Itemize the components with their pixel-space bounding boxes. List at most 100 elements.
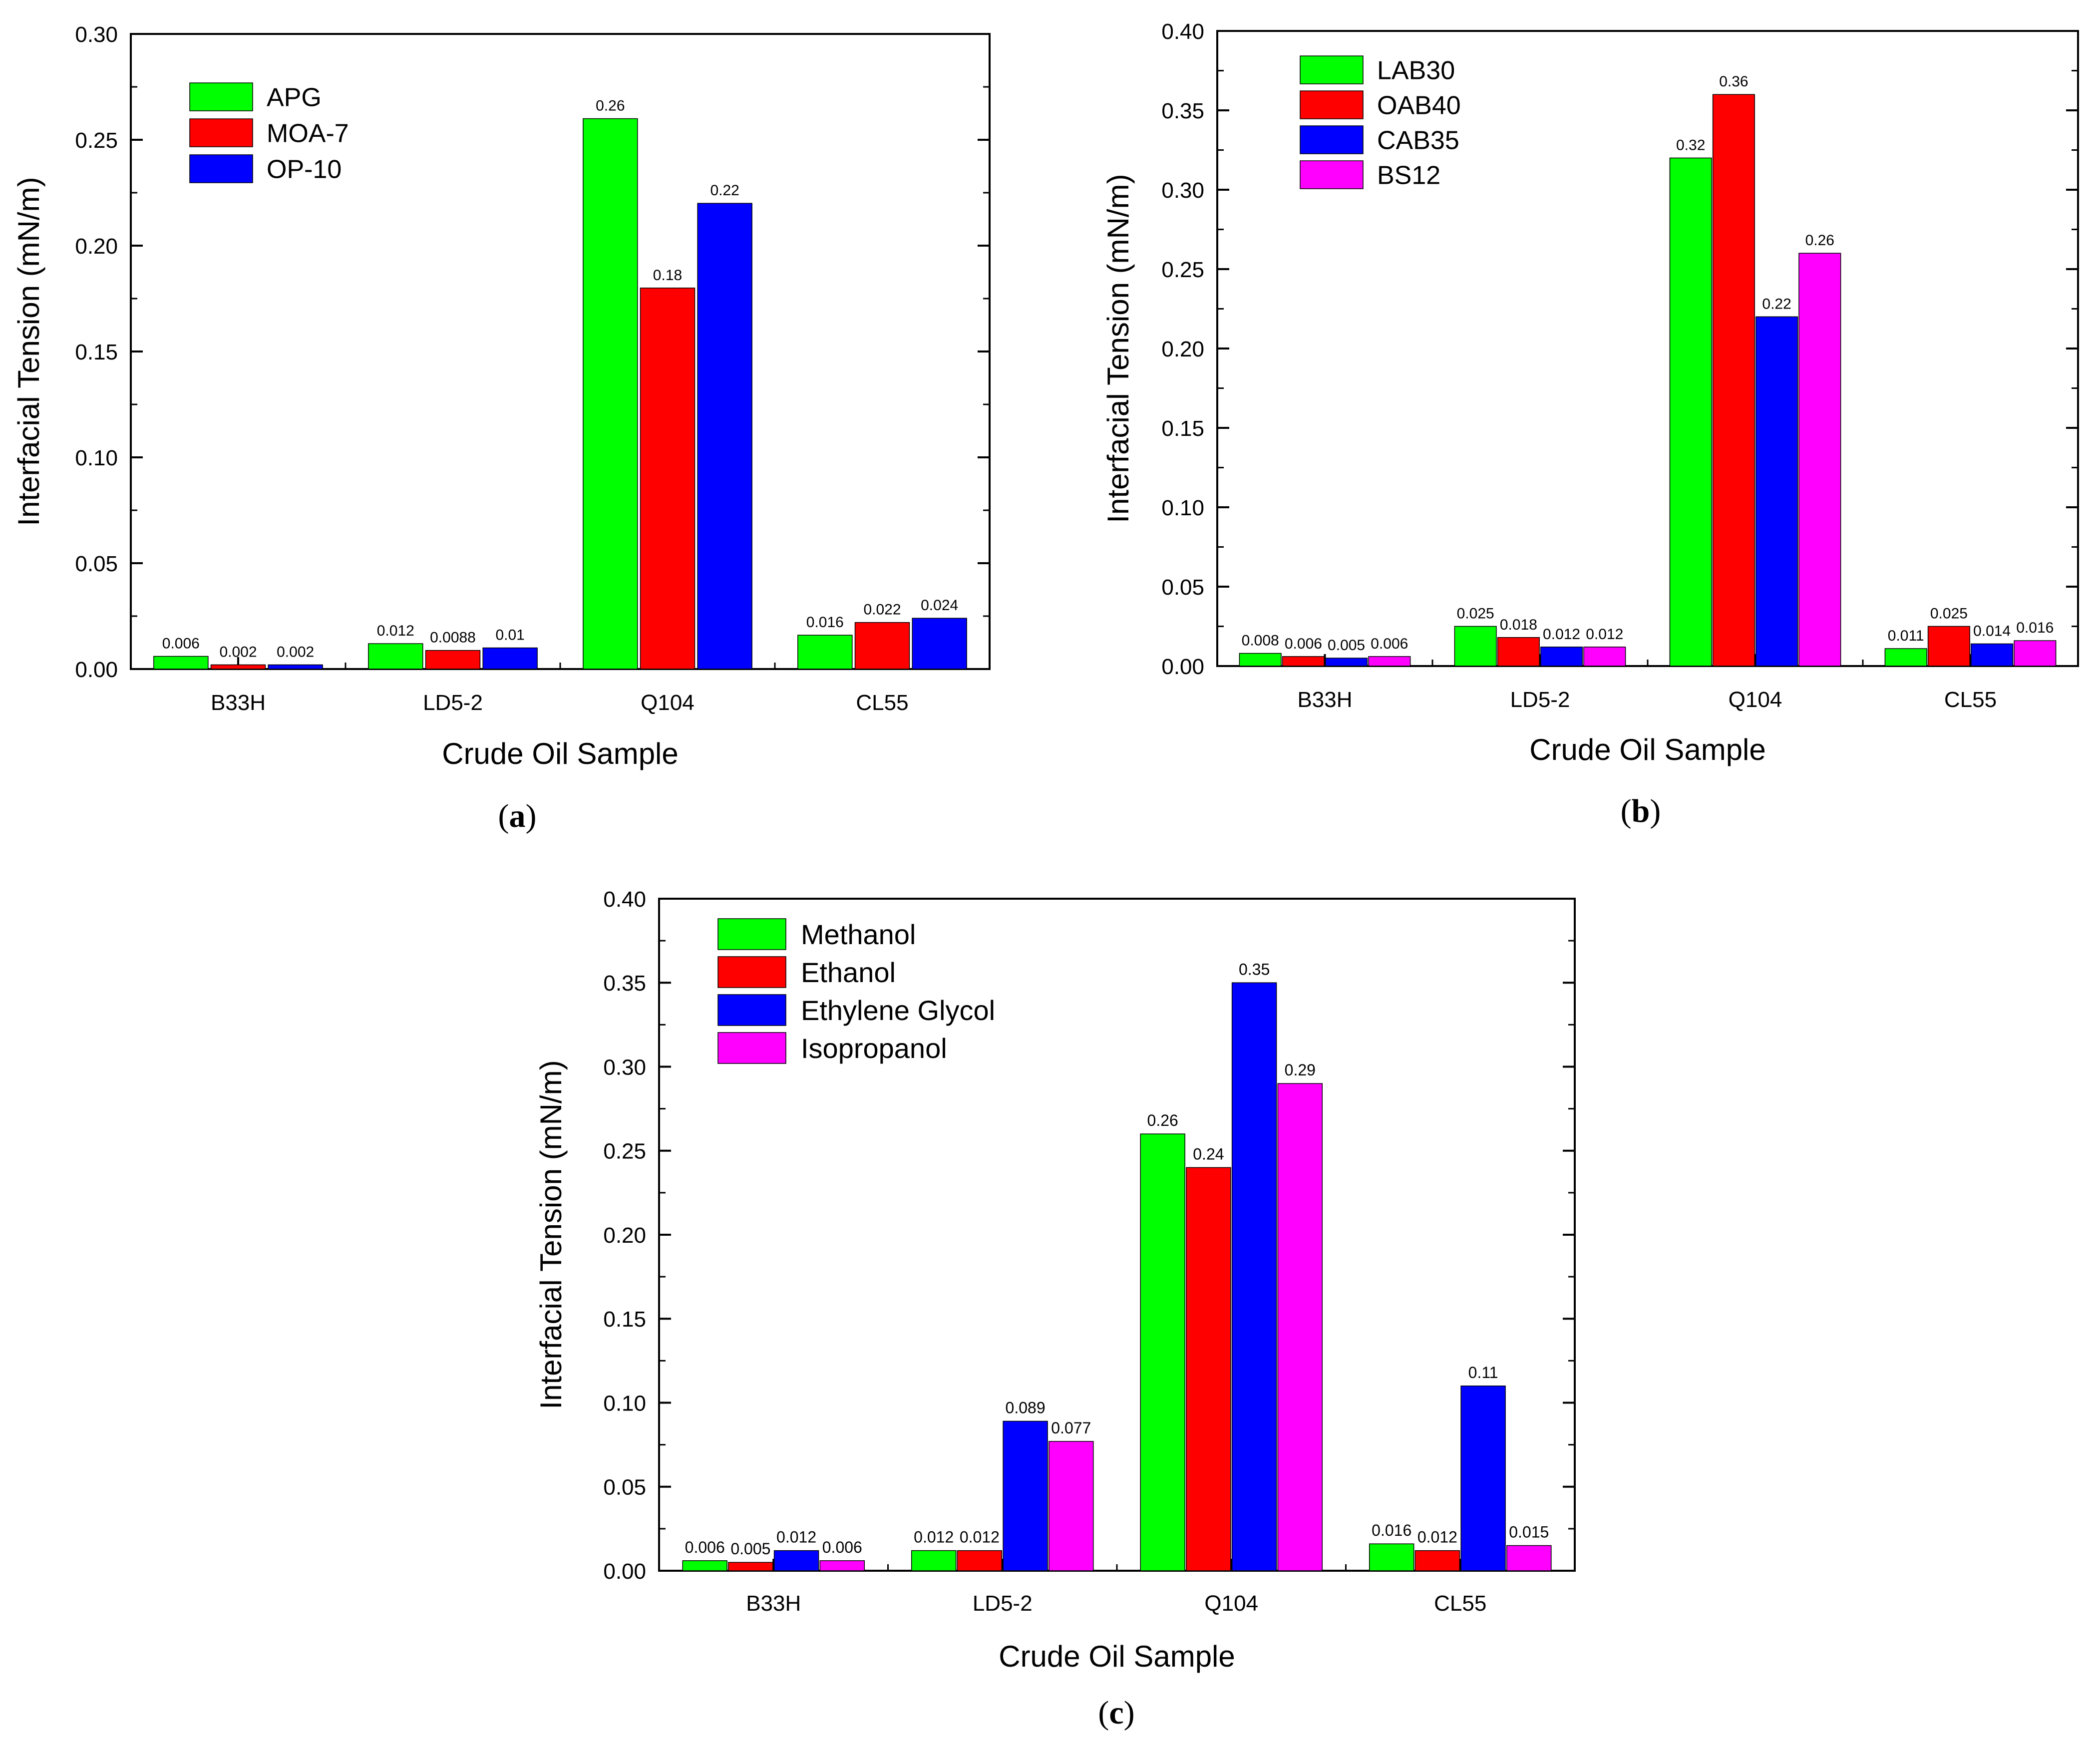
x-tick-label: B33H <box>1297 688 1352 712</box>
data-label: 0.006 <box>1371 636 1408 652</box>
legend-label: APG <box>267 83 322 112</box>
bar-oab40 <box>1712 94 1755 667</box>
bar-moa-7 <box>210 664 266 670</box>
bar-isopropanol <box>1506 1545 1552 1571</box>
legend: LAB30 OAB40 CAB35 BS12 <box>1300 55 1461 190</box>
bar-ethanol <box>1414 1550 1460 1571</box>
y-tick-label: 0.30 <box>75 22 118 47</box>
data-label: 0.016 <box>2016 620 2054 636</box>
x-tick-label: CL55 <box>1434 1591 1486 1616</box>
data-label: 0.012 <box>776 1528 816 1546</box>
chart-panel-c: 0.00 0.05 0.10 0.15 0.20 0.25 0.30 0.35 0.40 B33H… <box>534 887 1576 1731</box>
data-label: 0.22 <box>710 182 739 199</box>
plot-frame <box>658 898 1576 1572</box>
legend-swatch <box>1300 125 1364 154</box>
bar-apg <box>368 643 423 670</box>
x-tick-label: CL55 <box>856 691 908 715</box>
panel-caption: (a) <box>498 798 537 834</box>
chart-panel-b: 0.00 0.05 0.10 0.15 0.20 0.25 0.30 0.35 0.40 B33H… <box>1101 19 2079 829</box>
legend-label: BS12 <box>1377 161 1440 190</box>
data-label: 0.016 <box>806 614 844 631</box>
x-tick-label: Q104 <box>1204 1591 1258 1616</box>
y-tick-label: 0.15 <box>603 1307 646 1332</box>
y-tick-label: 0.25 <box>75 128 118 153</box>
data-label: 0.006 <box>822 1538 862 1556</box>
x-tick-label: B33H <box>746 1591 801 1616</box>
legend-swatch <box>717 918 786 950</box>
bar-op-10 <box>912 618 967 670</box>
legend-swatch <box>717 994 786 1026</box>
data-label: 0.016 <box>1372 1521 1411 1539</box>
data-label: 0.015 <box>1509 1523 1549 1541</box>
bar-op-10 <box>697 203 752 670</box>
plot-frame <box>130 33 991 670</box>
bar-oab40 <box>1282 656 1325 667</box>
bar-apg <box>797 635 853 670</box>
legend-label: OAB40 <box>1377 91 1461 120</box>
y-tick-label: 0.20 <box>1161 337 1204 361</box>
bar-apg <box>153 656 209 670</box>
data-label: 0.014 <box>1973 623 2011 639</box>
data-label: 0.006 <box>162 636 200 652</box>
y-tick-label: 0.25 <box>603 1139 646 1164</box>
bar-oab40 <box>1497 637 1540 667</box>
data-label: 0.24 <box>1193 1145 1224 1163</box>
y-axis-title: Interfacial Tension (mN/m) <box>1101 174 1135 523</box>
data-label: 0.006 <box>1285 636 1322 652</box>
y-tick-label: 0.00 <box>75 658 118 682</box>
data-label: 0.012 <box>377 623 414 639</box>
data-label: 0.005 <box>1328 637 1365 654</box>
data-label: 0.002 <box>219 644 257 661</box>
bar-ethylene-glycol <box>773 1550 819 1571</box>
legend-label: Isopropanol <box>801 1033 947 1064</box>
data-label: 0.011 <box>1888 628 1924 644</box>
bar-bs12 <box>1798 253 1841 667</box>
y-tick-label: 0.40 <box>603 887 646 912</box>
data-label: 0.36 <box>1719 73 1748 90</box>
x-tick-label: LD5-2 <box>423 691 483 715</box>
data-label: 0.012 <box>960 1528 1000 1546</box>
bar-bs12 <box>2014 640 2057 667</box>
data-label: 0.012 <box>1586 626 1623 643</box>
legend: Methanol Ethanol Ethylene Glycol Isopropano… <box>717 918 995 1064</box>
y-tick-label: 0.20 <box>603 1223 646 1248</box>
data-label: 0.018 <box>1500 617 1537 633</box>
y-tick-label: 0.00 <box>1161 655 1204 679</box>
data-label: 0.024 <box>921 597 958 614</box>
x-tick-label: Q104 <box>1729 688 1782 712</box>
data-label: 0.11 <box>1468 1364 1498 1382</box>
legend-label: CAB35 <box>1377 126 1459 155</box>
panel-caption: (c) <box>1098 1695 1134 1731</box>
x-tick-label: Q104 <box>641 691 695 715</box>
bar-moa-7 <box>425 650 481 670</box>
y-tick-label: 0.10 <box>603 1391 646 1415</box>
legend-swatch <box>189 118 253 147</box>
bar-methanol <box>911 1550 957 1571</box>
data-label: 0.29 <box>1285 1061 1316 1079</box>
panel-caption: (b) <box>1621 793 1661 829</box>
bar-moa-7 <box>854 622 910 670</box>
bar-oab40 <box>1927 626 1970 667</box>
y-tick-label: 0.15 <box>75 340 118 364</box>
y-axis-title: Interfacial Tension (mN/m) <box>534 1060 568 1409</box>
y-tick-label: 0.30 <box>1161 178 1204 203</box>
x-tick-label: LD5-2 <box>973 1591 1033 1616</box>
bar-apg <box>583 118 638 670</box>
bar-ethanol <box>957 1550 1003 1571</box>
x-axis-title: Crude Oil Sample <box>999 1640 1235 1673</box>
data-label: 0.005 <box>730 1540 770 1558</box>
legend-label: MOA-7 <box>267 119 349 148</box>
bar-ethanol <box>1186 1167 1231 1571</box>
legend-swatch <box>1300 160 1364 189</box>
bar-methanol <box>682 1560 727 1571</box>
bar-cab35 <box>1755 316 1798 667</box>
bar-cab35 <box>1971 643 2014 667</box>
bar-lab30 <box>1454 626 1497 667</box>
y-tick-label: 0.20 <box>75 234 118 259</box>
legend-label: Ethylene Glycol <box>801 995 995 1026</box>
y-tick-label: 0.30 <box>603 1055 646 1079</box>
legend-swatch <box>717 956 786 988</box>
bar-methanol <box>1140 1133 1185 1571</box>
y-tick-label: 0.05 <box>1161 575 1204 600</box>
